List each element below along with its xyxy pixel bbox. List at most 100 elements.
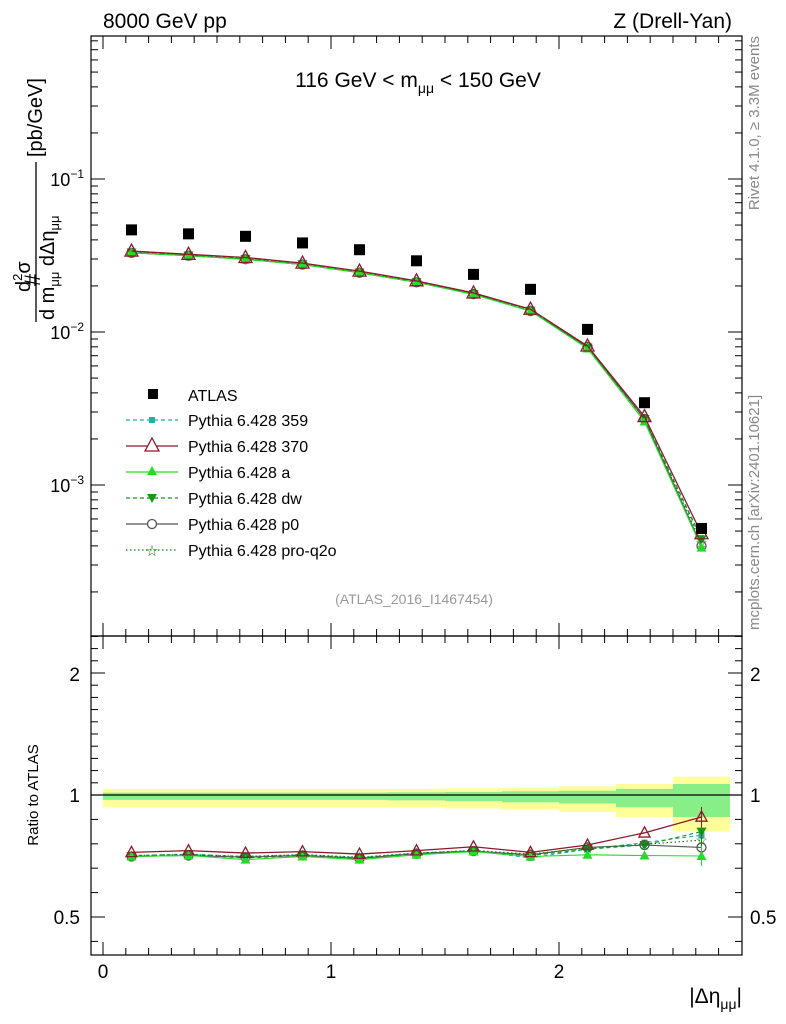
- legend-pq2o-marker: ☆: [145, 543, 158, 560]
- title-sub: μμ: [418, 80, 434, 96]
- ratio-band-inner: [103, 792, 160, 800]
- main-ytick-1e-2: 10−2: [50, 320, 84, 343]
- pa-point: [582, 849, 593, 859]
- p370-point: [294, 254, 311, 269]
- p370-point: [580, 837, 595, 850]
- p370-point: [637, 825, 652, 838]
- p370-point: [352, 846, 367, 859]
- pa-point: [696, 851, 707, 860]
- p370-point: [295, 844, 310, 857]
- legend-pdw-marker: [147, 494, 157, 503]
- legend-p370-label: Pythia 6.428 370: [188, 439, 308, 456]
- pa-point: [639, 850, 650, 860]
- p370-point: [181, 843, 196, 856]
- p370-point: [522, 300, 539, 315]
- pa-point: [525, 306, 536, 316]
- legend-pq2o-label: Pythia 6.428 pro-q2o: [188, 543, 337, 560]
- atlas-point: [582, 323, 593, 335]
- pa-point: [240, 254, 251, 264]
- ratio-band-inner: [274, 792, 331, 800]
- ratio-band-inner: [388, 792, 445, 801]
- ratio-ytick-right-2: 2: [750, 665, 761, 686]
- legend-p370-marker: [143, 436, 161, 452]
- svg-text:#: #: [20, 273, 45, 286]
- p370-point: [409, 843, 424, 856]
- pa-point: [240, 854, 251, 864]
- legend-atlas: ATLAS: [148, 388, 238, 405]
- xtick-2: 2: [554, 962, 565, 983]
- p370-point: [466, 839, 481, 852]
- atlas-point: [126, 224, 137, 236]
- ratio-band-inner: [331, 792, 388, 800]
- main-y-axis-label: #: [20, 273, 45, 286]
- ratio-series-group: ☆☆☆☆☆☆☆☆☆☆☆: [124, 806, 709, 866]
- p370-point: [180, 245, 197, 260]
- atlas-point: [411, 255, 422, 267]
- pa-point: [297, 259, 308, 269]
- legend-pp0: Pythia 6.428 p0: [126, 517, 299, 534]
- ratio-y-label: Ratio to ATLAS: [25, 744, 42, 845]
- legend-pdw: Pythia 6.428 dw: [126, 491, 302, 508]
- legend-pa-marker: [147, 466, 157, 475]
- legend-pa-label: Pythia 6.428 a: [188, 465, 290, 482]
- main-series-group: ☆☆☆☆☆☆☆☆☆☆☆: [123, 224, 710, 552]
- analysis-watermark: (ATLAS_2016_I1467454): [335, 591, 493, 607]
- legend-p359: Pythia 6.428 359: [126, 413, 308, 430]
- pa-point: [411, 277, 422, 287]
- pq2o-point: ☆: [695, 832, 708, 848]
- pdw-point: [696, 535, 707, 545]
- pa-point: [126, 247, 137, 257]
- mcplots-label: mcplots.cern.ch [arXiv:2401.10621]: [746, 395, 763, 630]
- p370-point: [238, 845, 253, 858]
- pq2o-point: ☆: [638, 836, 651, 852]
- p370-point: [579, 337, 596, 352]
- main-panel-ticks: [91, 36, 742, 636]
- legend-atlas-marker: [148, 389, 158, 399]
- atlas-point: [525, 283, 536, 295]
- atlas-point: [297, 237, 308, 249]
- ratio-line-p370: [131, 816, 702, 855]
- p370-point: [523, 845, 538, 858]
- pa-point: [582, 343, 593, 353]
- p370-point: [123, 242, 140, 257]
- header-left: 8000 GeV pp: [103, 10, 227, 33]
- xtick-1: 1: [326, 962, 337, 983]
- ratio-band-inner: [445, 791, 502, 802]
- ratio-band-inner: [559, 790, 616, 804]
- ratio-ytick-right-1: 1: [750, 786, 761, 807]
- main-ytick-1e-1: 10−1: [50, 167, 84, 190]
- xtick-0: 0: [98, 962, 109, 983]
- ratio-ytick-right-05: 0.5: [750, 908, 776, 929]
- svg-text:d mμμ dΔημμ: d mμμ dΔημμ: [37, 216, 62, 320]
- pa-point: [354, 854, 365, 864]
- p370-point: [636, 408, 653, 423]
- legend-pp0-marker: [146, 518, 158, 530]
- ratio-ytick-left-1: 1: [69, 786, 80, 807]
- legend-pp0-label: Pythia 6.428 p0: [188, 517, 299, 534]
- p370-point: [694, 809, 709, 822]
- legend-atlas-label: ATLAS: [188, 388, 238, 405]
- ratio-panel-ticks: [91, 635, 742, 955]
- atlas-point: [183, 228, 194, 240]
- pa-point: [354, 267, 365, 277]
- legend: ATLAS Pythia 6.428 359 Pythia 6.428 370 …: [126, 388, 337, 560]
- pa-point: [696, 542, 707, 552]
- y-label-composite: d2σ d mμμ dΔημμ [pb/GeV]: [10, 78, 62, 322]
- ratio-ytick-left-2: 2: [69, 665, 80, 686]
- atlas-point: [696, 522, 707, 534]
- ratio-band-inner: [502, 791, 559, 803]
- p370-point: [351, 262, 368, 277]
- legend-pdw-label: Pythia 6.428 dw: [188, 491, 302, 508]
- pa-point: [183, 250, 194, 260]
- legend-pa: Pythia 6.428 a: [126, 465, 290, 482]
- ratio-band-inner: [616, 788, 673, 808]
- atlas-point: [639, 397, 650, 409]
- title-pre: 116 GeV < m: [295, 69, 418, 92]
- legend-p370: Pythia 6.428 370: [126, 436, 308, 456]
- main-title: 116 GeV < mμμ < 150 GeV: [295, 69, 541, 96]
- atlas-point: [354, 244, 365, 256]
- main-ytick-1e-3: 10−3: [50, 473, 84, 496]
- ratio-ytick-left-05: 0.5: [54, 908, 80, 929]
- ratio-uncertainty-band: [103, 776, 730, 832]
